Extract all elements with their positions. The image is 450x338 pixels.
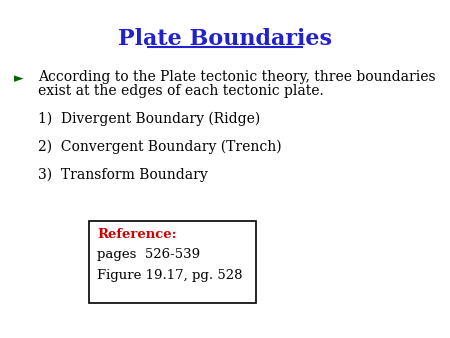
Text: pages  526-539: pages 526-539	[97, 248, 200, 261]
Text: 1)  Divergent Boundary (Ridge): 1) Divergent Boundary (Ridge)	[38, 112, 260, 126]
Text: 2)  Convergent Boundary (Trench): 2) Convergent Boundary (Trench)	[38, 140, 282, 154]
Text: Plate Boundaries: Plate Boundaries	[118, 28, 332, 50]
Text: According to the Plate tectonic theory, three boundaries: According to the Plate tectonic theory, …	[38, 70, 436, 84]
Text: 3)  Transform Boundary: 3) Transform Boundary	[38, 168, 208, 183]
Text: Reference:: Reference:	[97, 228, 176, 241]
Text: ►: ►	[14, 72, 23, 85]
Text: Figure 19.17, pg. 528: Figure 19.17, pg. 528	[97, 269, 243, 282]
FancyBboxPatch shape	[89, 221, 256, 303]
Text: exist at the edges of each tectonic plate.: exist at the edges of each tectonic plat…	[38, 84, 324, 98]
